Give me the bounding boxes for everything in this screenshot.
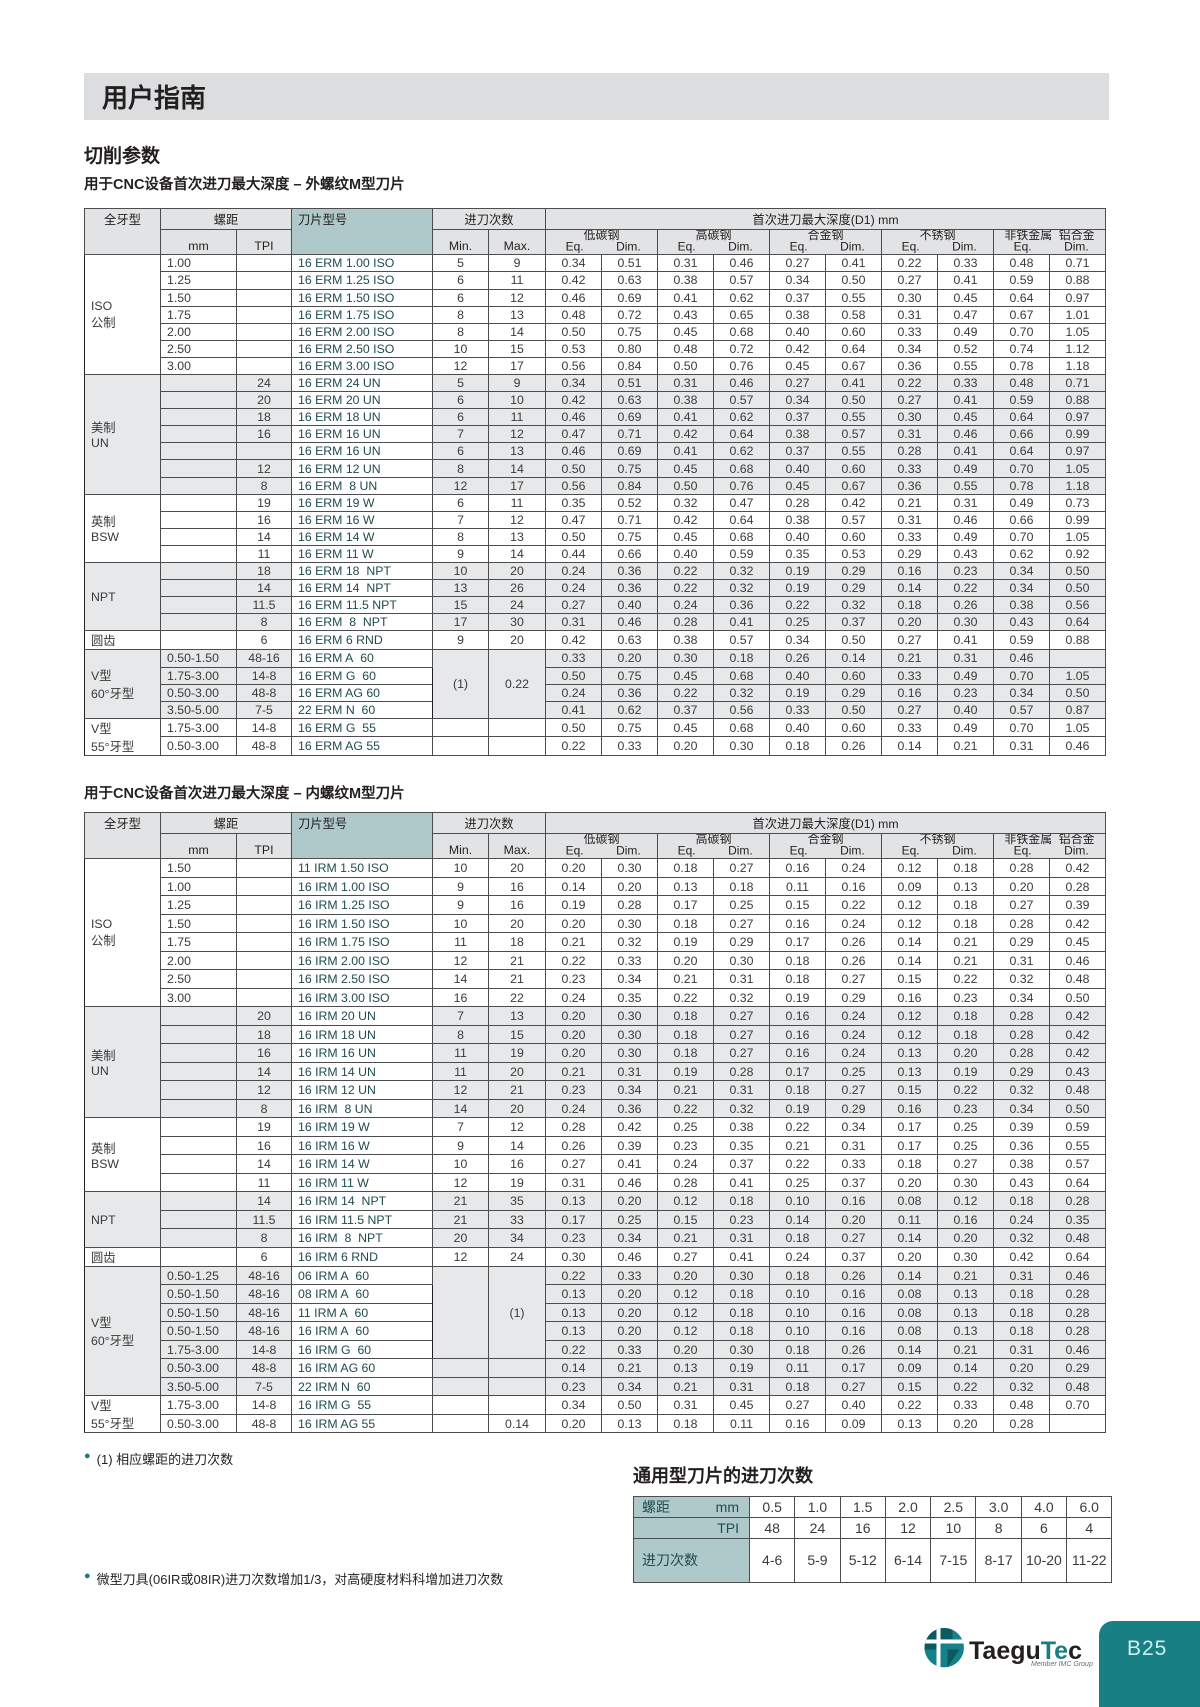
svg-text:Member IMC Group: Member IMC Group: [1031, 1661, 1093, 1668]
